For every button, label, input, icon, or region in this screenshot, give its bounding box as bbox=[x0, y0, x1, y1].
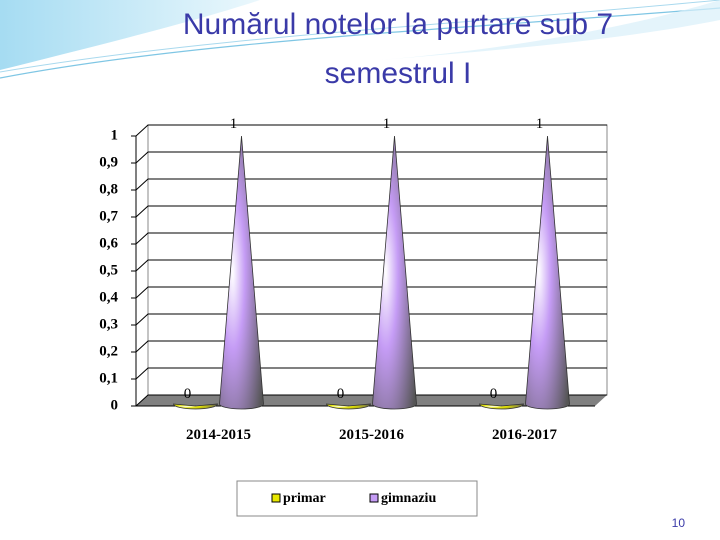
legend-label: gimnaziu bbox=[381, 491, 436, 506]
y-tick-label: 0,4 bbox=[99, 289, 118, 305]
y-tick-label: 0,8 bbox=[99, 181, 118, 197]
cone bbox=[479, 403, 524, 410]
grid-line bbox=[135, 313, 607, 326]
y-tick-label: 0,7 bbox=[99, 208, 118, 224]
grid-line bbox=[135, 124, 607, 137]
grid-line bbox=[135, 286, 607, 299]
value-label: 1 bbox=[230, 116, 238, 132]
grid-line bbox=[135, 340, 607, 353]
grid-line bbox=[135, 259, 607, 272]
grid-line bbox=[135, 367, 607, 380]
y-tick-label: 0,5 bbox=[99, 262, 118, 278]
grid-line bbox=[135, 151, 607, 164]
y-tick-label: 1 bbox=[111, 127, 119, 143]
x-tick-label: 2015-2016 bbox=[339, 427, 404, 443]
legend-box bbox=[236, 480, 478, 517]
y-tick-label: 0 bbox=[111, 397, 119, 413]
chart-title: Numărul notelor la purtare sub 7 bbox=[183, 8, 613, 41]
cone bbox=[173, 403, 218, 410]
chart-subtitle: semestrul I bbox=[325, 57, 472, 90]
decoration bbox=[0, 0, 720, 79]
x-tick-label: 2016-2017 bbox=[492, 427, 557, 443]
y-tick-label: 0,6 bbox=[99, 235, 118, 251]
value-label: 0 bbox=[184, 386, 192, 402]
y-tick-label: 0,1 bbox=[99, 370, 118, 386]
y-tick-label: 0,2 bbox=[99, 343, 118, 359]
cone bbox=[372, 135, 417, 410]
cone bbox=[525, 135, 570, 410]
grid-line bbox=[135, 232, 607, 245]
cone bbox=[219, 135, 264, 410]
page-number: 10 bbox=[672, 516, 686, 530]
value-label: 1 bbox=[536, 116, 544, 132]
y-tick-label: 0,9 bbox=[99, 154, 118, 170]
y-tick-label: 0,3 bbox=[99, 316, 118, 332]
x-tick-label: 2014-2015 bbox=[186, 427, 251, 443]
value-label: 1 bbox=[383, 116, 391, 132]
value-label: 0 bbox=[490, 386, 498, 402]
grid-line bbox=[135, 205, 607, 218]
grid-line bbox=[135, 394, 607, 407]
legend-swatch bbox=[369, 493, 379, 503]
legend-label: primar bbox=[283, 491, 326, 506]
grid-line bbox=[135, 178, 607, 191]
legend-swatch bbox=[271, 493, 281, 503]
cone bbox=[326, 403, 371, 410]
value-label: 0 bbox=[337, 386, 345, 402]
